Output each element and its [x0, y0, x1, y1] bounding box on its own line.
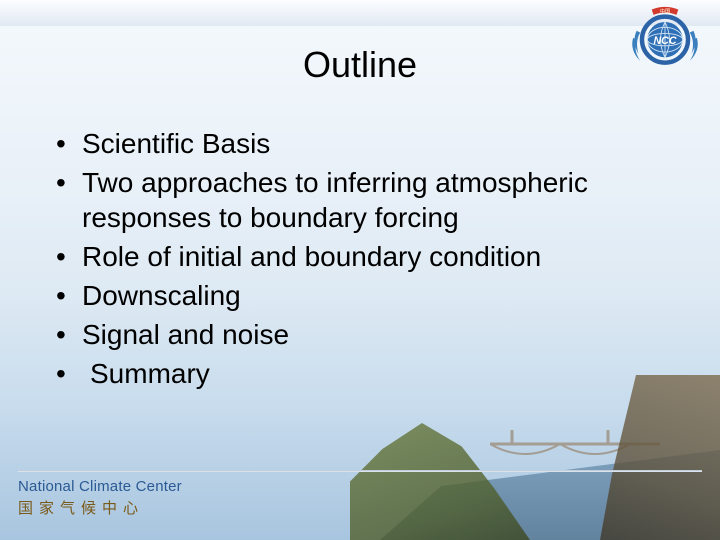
slide-title: Outline: [0, 44, 720, 86]
bullet-item: Role of initial and boundary condition: [50, 239, 660, 274]
bullet-item: Downscaling: [50, 278, 660, 313]
bullet-item: Two approaches to inferring atmospheric …: [50, 165, 660, 235]
header-band: [0, 0, 720, 26]
footer-divider: [18, 470, 702, 472]
logo-ribbon-text: 中国: [660, 7, 671, 15]
footer: National Climate Center 国家气候中心: [18, 470, 702, 518]
footer-org-en: National Climate Center: [18, 478, 702, 495]
bullet-item: Signal and noise: [50, 317, 660, 352]
bullet-item: Summary: [50, 356, 660, 391]
bullet-item: Scientific Basis: [50, 126, 660, 161]
bullet-list: Scientific Basis Two approaches to inferr…: [50, 126, 660, 395]
footer-org-cn: 国家气候中心: [18, 497, 702, 518]
bridge-shape: [490, 430, 660, 468]
